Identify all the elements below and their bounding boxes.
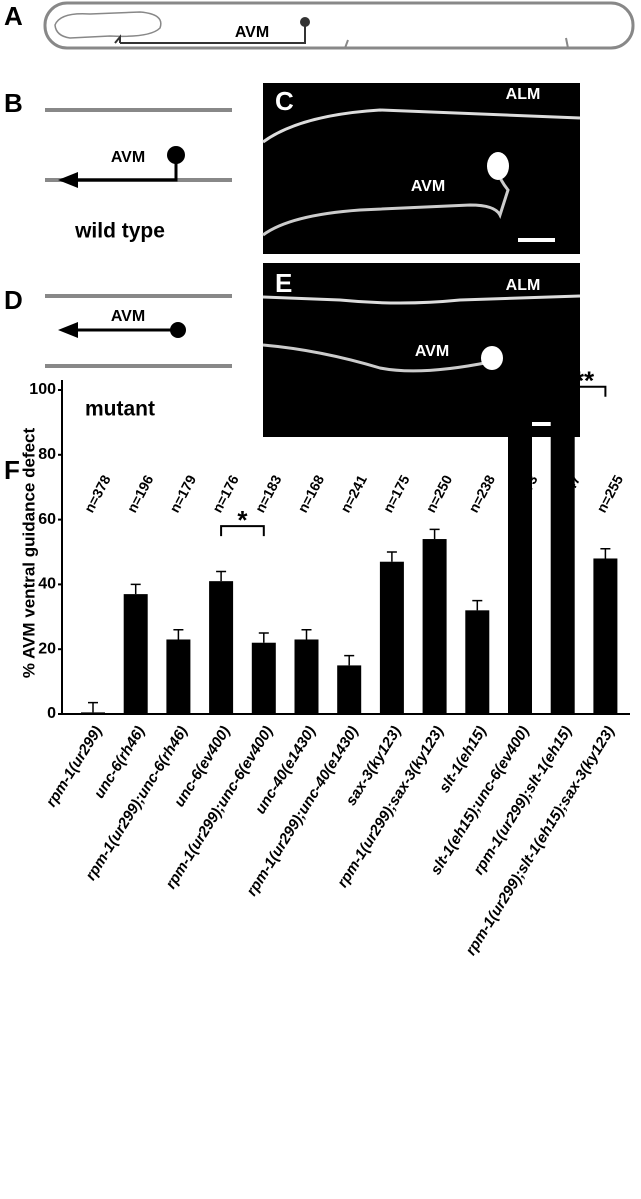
bar [550, 409, 575, 714]
significance-label: ** [574, 366, 595, 396]
error-bar [472, 599, 483, 611]
avm-process [262, 343, 491, 373]
micrograph [263, 83, 580, 254]
n-label: n=179 [166, 472, 199, 515]
bar [465, 610, 490, 714]
bar [508, 412, 532, 714]
n-label: n=168 [294, 472, 327, 515]
micrograph [263, 263, 580, 437]
n-label: n=196 [123, 472, 156, 515]
bar [81, 712, 105, 714]
soma [487, 152, 509, 180]
bar [379, 561, 404, 714]
marker [344, 39, 349, 49]
soma [167, 146, 185, 164]
panel-label: C [275, 86, 294, 116]
y-tick-label: 0 [47, 705, 56, 722]
caption: wild type [74, 220, 165, 243]
panel-label: B [4, 88, 23, 118]
bar [123, 594, 148, 714]
n-label: n=255 [593, 472, 626, 515]
error-bar [88, 701, 98, 713]
significance-bracket [220, 525, 265, 537]
arrowhead [58, 172, 78, 188]
bar [166, 639, 191, 714]
neuron-label: AVM [411, 178, 445, 195]
panel-label: F [4, 455, 20, 485]
significance-label: * [237, 505, 248, 535]
n-label: n=378 [81, 472, 114, 515]
neuron-label: ALM [506, 277, 541, 294]
panel-label: A [4, 1, 23, 31]
alm-process [262, 294, 581, 305]
bar [593, 558, 618, 714]
soma [170, 322, 186, 338]
y-tick-label: 20 [38, 640, 56, 657]
y-tick-label: 100 [29, 381, 56, 398]
panel-label: E [275, 268, 292, 298]
error-bar [130, 583, 141, 595]
panel-label: D [4, 285, 23, 315]
error-bar [301, 629, 312, 640]
error-bar [557, 398, 568, 410]
neuron-label: AVM [415, 343, 449, 360]
bar [337, 665, 362, 714]
n-label: n=250 [422, 472, 455, 515]
error-bar [216, 570, 227, 582]
neuron-label: ALM [506, 86, 541, 103]
bar [251, 642, 276, 714]
marker [565, 37, 569, 49]
error-bar [429, 528, 440, 540]
soma [300, 17, 310, 27]
y-axis-label: % AVM ventral guidance defect [19, 427, 38, 678]
caption: mutant [85, 398, 155, 421]
y-tick-label: 80 [38, 446, 56, 463]
error-bar [386, 551, 397, 562]
n-label: n=241 [337, 472, 370, 515]
bar [294, 639, 319, 714]
y-tick-label: 40 [38, 576, 56, 593]
soma [481, 346, 503, 370]
n-label: n=183 [252, 472, 285, 515]
error-bar [173, 629, 184, 640]
neuron-label: AVM [111, 308, 145, 325]
significance-label: ** [510, 366, 531, 396]
error-bar [515, 402, 525, 413]
neuron-label: AVM [235, 24, 269, 41]
avm-neuron [114, 22, 306, 44]
significance-bracket [561, 385, 607, 397]
y-tick-label: 60 [38, 511, 56, 528]
n-label: n=175 [380, 472, 413, 515]
bar [422, 539, 447, 714]
bar [209, 581, 234, 714]
error-bar [600, 548, 611, 559]
alm-process [262, 108, 581, 144]
avm-process [262, 171, 510, 237]
worm-outline [43, 1, 635, 50]
error-bar [258, 632, 269, 643]
n-label: n=238 [465, 472, 498, 515]
error-bar [344, 654, 355, 666]
arrowhead [58, 322, 78, 338]
neuron-label: AVM [111, 149, 145, 166]
pharynx [54, 11, 162, 39]
